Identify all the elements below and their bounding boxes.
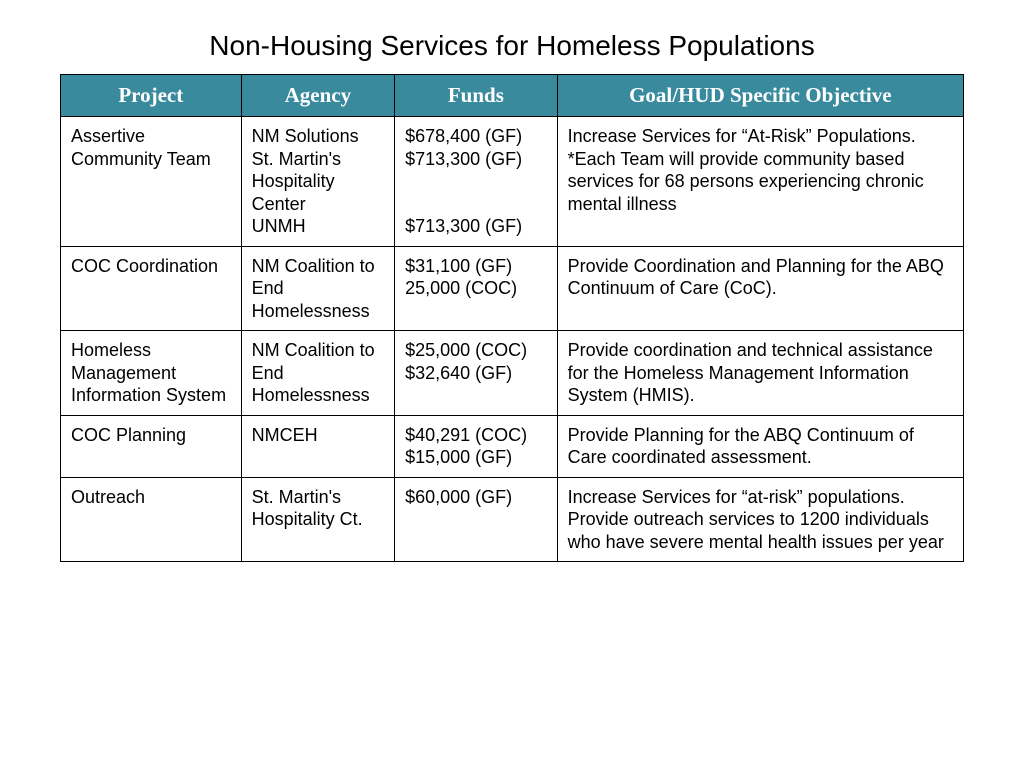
cell-agency: NM Coalition to End Homelessness <box>241 331 395 416</box>
cell-funds: $25,000 (COC) $32,640 (GF) <box>395 331 558 416</box>
cell-goal: Provide Coordination and Planning for th… <box>557 246 963 331</box>
cell-funds: $60,000 (GF) <box>395 477 558 562</box>
table-row: Outreach St. Martin's Hospitality Ct. $6… <box>61 477 964 562</box>
cell-goal: Increase Services for “At-Risk” Populati… <box>557 117 963 247</box>
cell-agency: NM Coalition to End Homelessness <box>241 246 395 331</box>
table-row: Homeless Management Information System N… <box>61 331 964 416</box>
cell-goal: Provide coordination and technical assis… <box>557 331 963 416</box>
cell-project: COC Coordination <box>61 246 242 331</box>
cell-agency: NM Solutions St. Martin's Hospitality Ce… <box>241 117 395 247</box>
page-title: Non-Housing Services for Homeless Popula… <box>60 30 964 62</box>
cell-project: Homeless Management Information System <box>61 331 242 416</box>
cell-project: COC Planning <box>61 415 242 477</box>
col-header-agency: Agency <box>241 75 395 117</box>
cell-agency: St. Martin's Hospitality Ct. <box>241 477 395 562</box>
cell-agency: NMCEH <box>241 415 395 477</box>
col-header-funds: Funds <box>395 75 558 117</box>
services-table: Project Agency Funds Goal/HUD Specific O… <box>60 74 964 562</box>
table-row: Assertive Community Team NM Solutions St… <box>61 117 964 247</box>
cell-project: Assertive Community Team <box>61 117 242 247</box>
table-header-row: Project Agency Funds Goal/HUD Specific O… <box>61 75 964 117</box>
col-header-project: Project <box>61 75 242 117</box>
cell-goal: Provide Planning for the ABQ Continuum o… <box>557 415 963 477</box>
cell-funds: $678,400 (GF) $713,300 (GF) $713,300 (GF… <box>395 117 558 247</box>
table-row: COC Planning NMCEH $40,291 (COC) $15,000… <box>61 415 964 477</box>
col-header-goal: Goal/HUD Specific Objective <box>557 75 963 117</box>
cell-funds: $31,100 (GF) 25,000 (COC) <box>395 246 558 331</box>
cell-funds: $40,291 (COC) $15,000 (GF) <box>395 415 558 477</box>
cell-project: Outreach <box>61 477 242 562</box>
cell-goal: Increase Services for “at-risk” populati… <box>557 477 963 562</box>
table-row: COC Coordination NM Coalition to End Hom… <box>61 246 964 331</box>
table-body: Assertive Community Team NM Solutions St… <box>61 117 964 562</box>
